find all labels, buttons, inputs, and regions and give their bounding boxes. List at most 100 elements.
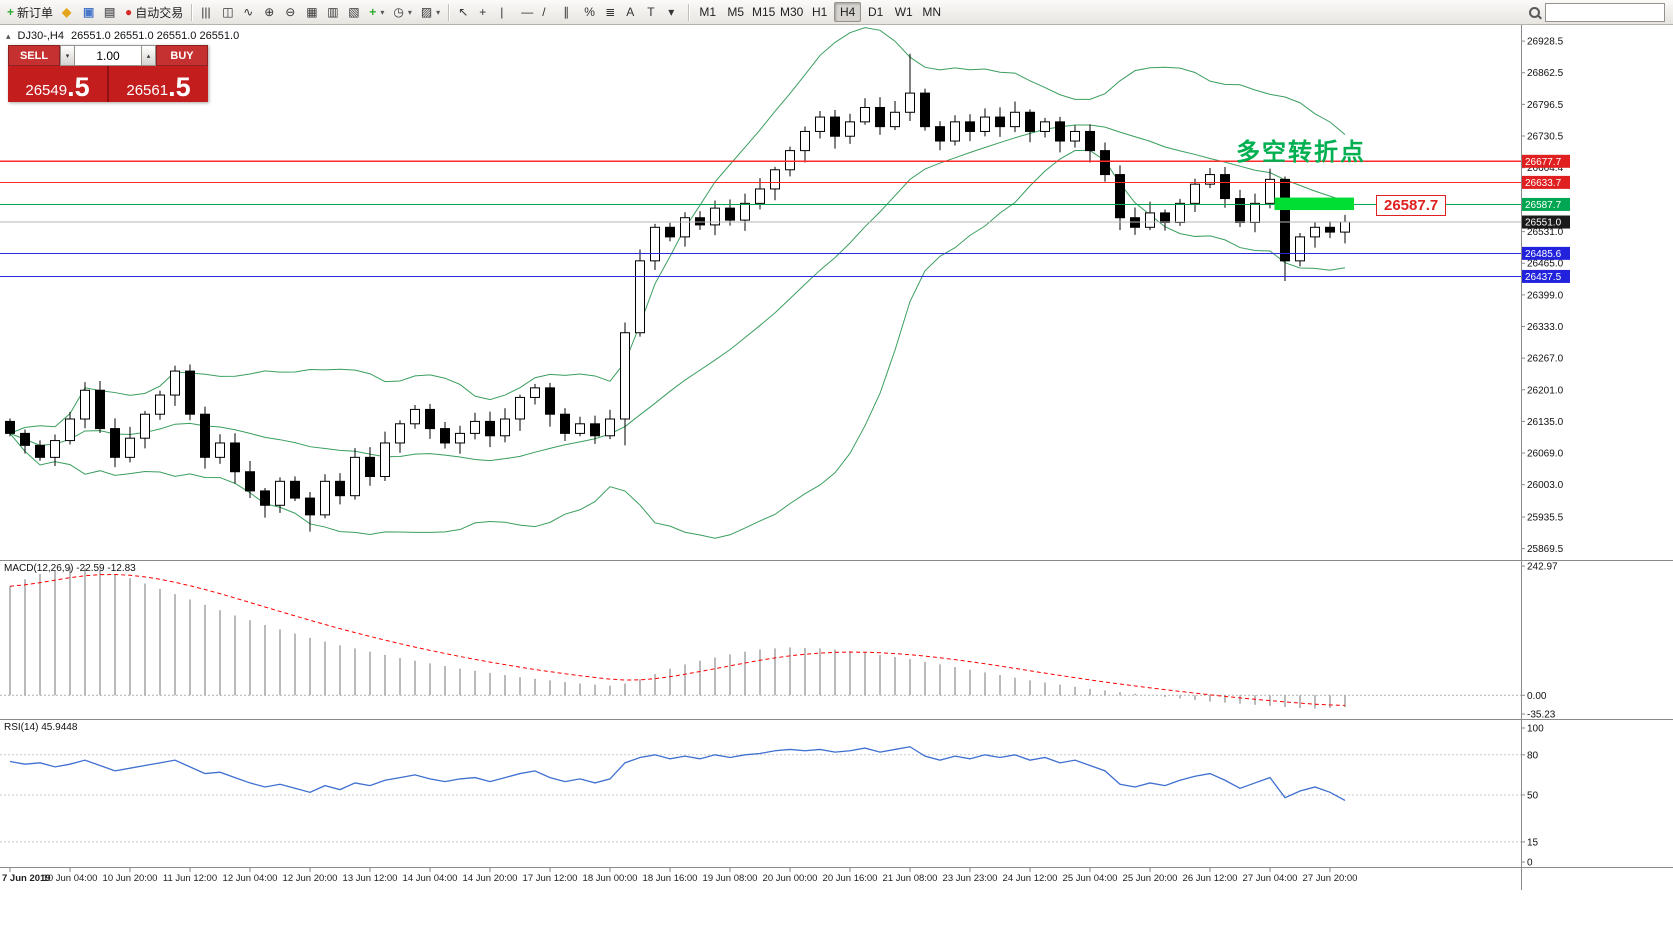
candle (545, 387, 555, 415)
timeframe-mn-label: MN (922, 5, 942, 19)
autotrading-button-label: 自动交易 (135, 5, 184, 20)
zoom-in-button[interactable]: ⊕ (260, 2, 280, 22)
candle (260, 490, 270, 506)
candle (1055, 121, 1065, 142)
time-axis-label: 18 Jun 00:00 (583, 873, 638, 884)
timeframe-mn[interactable]: MN (918, 2, 945, 22)
autotrading-icon: ● (125, 5, 133, 19)
price-axis-label: 26664.4 (1527, 163, 1564, 174)
candle (5, 420, 15, 434)
dropdown-arrow-icon: ▾ (380, 7, 385, 17)
cursor-button[interactable]: ↖ (454, 2, 474, 22)
price-axis-badge (1522, 154, 1570, 168)
time-axis-label: 10 Jun 04:00 (43, 873, 98, 884)
equidistant-channel-button[interactable]: ∥ (559, 2, 579, 22)
indicators-button[interactable]: + ▾ (365, 2, 388, 22)
text-label-button[interactable]: T (643, 2, 663, 22)
candlestick-chart-button[interactable]: ◫ (218, 2, 238, 22)
one-click-toggle-icon[interactable]: ▴ (6, 30, 11, 41)
price-axis-label: 25935.5 (1527, 513, 1564, 524)
arrange-vertical-button[interactable]: ▧ (344, 2, 364, 22)
candle (725, 207, 735, 221)
candle (860, 106, 870, 123)
candle (620, 332, 630, 420)
main-chart-plot[interactable] (0, 24, 1521, 560)
line-chart-button[interactable]: ∿ (239, 2, 259, 22)
candle (1295, 236, 1305, 262)
candle (650, 226, 660, 262)
trendline-button[interactable]: / (538, 2, 558, 22)
profile-button[interactable]: ▣ (79, 2, 99, 22)
candle (305, 497, 315, 516)
zoom-out-button[interactable]: ⊖ (281, 2, 301, 22)
candle (1325, 226, 1335, 233)
timeframe-h4[interactable]: H4 (834, 2, 862, 22)
candle (1220, 174, 1230, 200)
bollinger-middle (9, 124, 1346, 462)
toolbar-separator (448, 3, 451, 21)
volume-decrease-button[interactable]: ▾ (60, 45, 75, 66)
cycle-lines-button[interactable]: ≣ (601, 2, 621, 22)
time-axis-label: 27 Jun 04:00 (1243, 873, 1298, 884)
one-click-controls: SELL ▾ ▴ BUY (8, 45, 208, 66)
zoom-in-icon: ⊕ (264, 5, 275, 19)
buy-price[interactable]: 26561 .5 (109, 66, 208, 102)
candle (485, 420, 495, 437)
bar-chart-button[interactable]: ||| (197, 2, 217, 22)
time-axis-label: 10 Jun 20:00 (103, 873, 158, 884)
turning-point-annotation[interactable]: 多空转折点 (1236, 140, 1366, 166)
arrows-button[interactable]: ▾ (664, 2, 684, 22)
candle (590, 423, 600, 437)
market-icon-button[interactable]: ◆ (58, 2, 78, 22)
text-button[interactable]: A (622, 2, 642, 22)
buy-button[interactable]: BUY (156, 45, 208, 66)
candle (230, 442, 240, 473)
new-order-button-label: 新订单 (17, 5, 54, 20)
timeframe-h1[interactable]: H1 (806, 2, 833, 22)
time-axis-label: 23 Jun 23:00 (943, 873, 998, 884)
search-input[interactable] (1545, 3, 1665, 22)
price-axis-label: 26531.0 (1527, 227, 1564, 238)
time-axis-label: 21 Jun 08:00 (883, 873, 938, 884)
autotrading-button[interactable]: ● 自动交易 (121, 2, 187, 22)
toolbar-separator (191, 3, 194, 21)
candle (665, 226, 675, 238)
vertical-line-button[interactable]: | (496, 2, 516, 22)
periods-button[interactable]: ◷ ▾ (389, 2, 416, 22)
tile-windows-button[interactable]: ▦ (302, 2, 322, 22)
candle (410, 408, 420, 425)
timeframe-m30[interactable]: M30 (778, 2, 805, 22)
price-callout-label[interactable]: 26587.7 (1376, 195, 1447, 216)
arrange-horizontal-icon: ▥ (327, 5, 339, 19)
arrange-horizontal-button[interactable]: ▥ (323, 2, 343, 22)
toolbar-search (1529, 3, 1665, 22)
volume-input[interactable] (75, 45, 141, 66)
dropdown-arrow-icon: ▾ (407, 7, 412, 17)
timeframe-w1[interactable]: W1 (890, 2, 917, 22)
timeframe-m1[interactable]: M1 (694, 2, 721, 22)
data-window-button[interactable]: ▤ (100, 2, 120, 22)
templates-button[interactable]: ▨ ▾ (417, 2, 444, 22)
candle (365, 456, 375, 478)
cursor-icon: ↖ (458, 5, 469, 19)
fibonacci-button[interactable]: % (580, 2, 600, 22)
sell-price[interactable]: 26549 .5 (8, 66, 107, 102)
price-axis-label: 26201.0 (1527, 385, 1564, 396)
price-axis-label: 26069.0 (1527, 449, 1564, 460)
arrows-icon: ▾ (668, 5, 675, 19)
macd-indicator-label: MACD(12,26,9) -22.59 -12.83 (4, 563, 136, 574)
new-order-button[interactable]: + 新订单 (3, 2, 57, 22)
volume-increase-button[interactable]: ▴ (141, 45, 156, 66)
sell-button[interactable]: SELL (8, 45, 60, 66)
timeframe-w1-label: W1 (894, 5, 913, 19)
horizontal-line-button[interactable]: — (517, 2, 537, 22)
timeframe-h1-label: H1 (812, 5, 828, 19)
crosshair-button[interactable]: + (475, 2, 495, 22)
timeframe-m1-label: M1 (699, 5, 717, 19)
highlight-zone[interactable] (1274, 197, 1355, 211)
macd-axis-label: 242.97 (1527, 562, 1558, 573)
timeframe-m15[interactable]: M15 (750, 2, 777, 22)
timeframe-d1[interactable]: D1 (862, 2, 889, 22)
timeframe-m5[interactable]: M5 (722, 2, 749, 22)
